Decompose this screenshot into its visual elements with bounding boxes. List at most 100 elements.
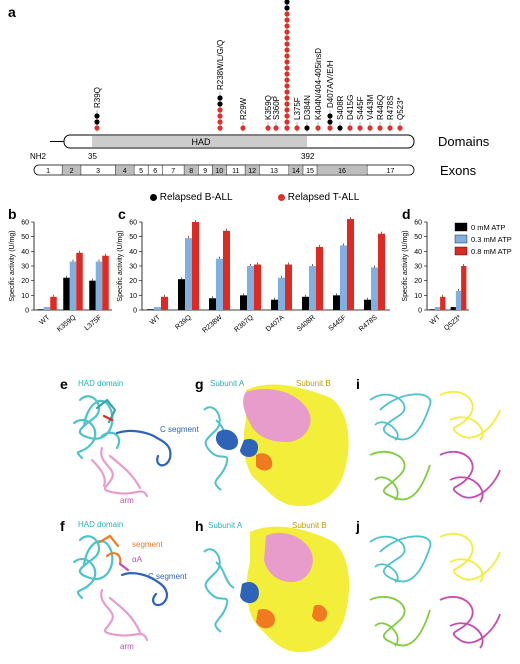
bar-K359Q-0 <box>63 277 70 310</box>
bar-L375F-1 <box>95 261 103 310</box>
bar-S408R-0 <box>302 296 309 310</box>
exon-shade <box>317 166 367 174</box>
bar-K359Q-1 <box>69 261 77 310</box>
y-tick-label: 10 <box>21 293 29 300</box>
y-tick-label: 10 <box>129 293 137 300</box>
label-subunit-b-h: Subunit B <box>292 521 327 530</box>
y-tick-label: 40 <box>414 249 422 256</box>
bar-Q523*-1 <box>455 290 462 310</box>
mutation-label: Q523* <box>396 97 405 120</box>
label-subunit-b-g: Subunit B <box>296 379 331 388</box>
bar-S445F-2 <box>347 219 354 310</box>
mutation-label: K404N/404-405insD <box>314 48 323 120</box>
exon-label-11: 11 <box>232 168 239 175</box>
bar-R367Q-1 <box>247 266 254 310</box>
activity-chart-c: 0 10 20 30 40 50 60 Specific activity (U/mg) WT R… <box>117 217 390 335</box>
exon-label-17: 17 <box>387 168 395 175</box>
legend-swatch-0 <box>454 222 468 232</box>
y-tick-label: 60 <box>21 220 29 227</box>
panel-label-c: c <box>118 206 126 222</box>
y-tick-label: 60 <box>414 220 422 227</box>
y-tick-label: 60 <box>129 220 137 227</box>
y-tick-label: 20 <box>21 278 29 285</box>
x-tick-label: R367Q <box>233 314 255 334</box>
t-all-dot <box>284 35 290 41</box>
b-all-dot <box>94 113 100 119</box>
t-all-dot <box>284 119 290 125</box>
mutation-label: K359Q <box>264 95 273 120</box>
t-all-dot <box>284 23 290 29</box>
label-segment-f: segment <box>132 540 163 549</box>
had-domain <box>92 136 307 147</box>
y-axis-label: Specific activity (U/mg) <box>402 230 409 301</box>
exon-label-14: 14 <box>292 168 300 175</box>
y-tick-label: 50 <box>21 234 29 241</box>
exon-shade <box>289 166 303 174</box>
panel-label-e: e <box>60 376 68 392</box>
exon-label-1: 1 <box>46 168 50 175</box>
t-all-dot <box>284 17 290 23</box>
t-all-dot <box>367 125 373 131</box>
bar-R238W-0 <box>209 298 216 310</box>
bar-WT-2 <box>50 296 57 310</box>
t-all-dot <box>397 125 403 131</box>
t-all-dot <box>217 125 223 131</box>
label-subunit-a-h: Subunit A <box>208 521 243 530</box>
bar-L375F-2 <box>102 255 109 310</box>
exons-label: Exons <box>440 163 477 178</box>
b-all-dot <box>327 113 333 119</box>
bar-D407A-0 <box>271 299 278 310</box>
bar-S445F-0 <box>333 295 340 310</box>
t-all-dot <box>240 125 246 131</box>
bar-Q523*-2 <box>461 266 467 310</box>
legend-label-2: 0.8 mM ATP <box>471 247 512 256</box>
label-subunit-a-g: Subunit A <box>210 379 245 388</box>
b-all-dot <box>327 119 333 125</box>
bar-WT-2 <box>161 296 168 310</box>
bar-L375F-0 <box>89 280 96 310</box>
t-all-dot <box>284 77 290 83</box>
b-all-dot <box>304 125 310 131</box>
t-all-dot <box>265 125 271 131</box>
exon-label-8: 8 <box>189 168 193 175</box>
y-tick-label: 30 <box>21 264 29 271</box>
bar-WT-0 <box>147 309 154 310</box>
bar-Q523*-0 <box>450 307 456 310</box>
legend-swatch-2 <box>454 246 468 256</box>
label-arm-f: arm <box>120 642 134 651</box>
panel-label-d: d <box>402 206 411 222</box>
x-tick-label: WT <box>38 314 51 327</box>
t-all-dot <box>284 65 290 71</box>
y-tick-label: 30 <box>414 264 422 271</box>
t-all-dot <box>284 125 290 131</box>
exon-label-2: 2 <box>70 168 74 175</box>
mutation-label: R478S <box>386 96 395 120</box>
legend-b-all: Relapsed B-ALL <box>150 192 233 203</box>
bar-R238W-1 <box>216 258 223 310</box>
bar-WT-2 <box>440 296 446 310</box>
structure-f-had-domain <box>72 534 168 642</box>
mutation-label: R29W <box>239 97 248 120</box>
b-all-dot <box>217 95 223 101</box>
legend-swatch-1 <box>454 234 468 244</box>
t-all-dot <box>284 95 290 101</box>
b-all-dot-icon <box>150 193 157 201</box>
x-tick-label: L375F <box>84 314 104 332</box>
bar-D407A-1 <box>278 277 285 310</box>
label-alpha-f: αA <box>132 555 142 564</box>
t-all-dot <box>284 53 290 59</box>
panel-label-j: j <box>356 518 360 534</box>
t-all-dot <box>284 41 290 47</box>
bar-R39Q-1 <box>185 238 192 310</box>
bar-R367Q-0 <box>240 295 247 310</box>
exon-label-5: 5 <box>139 168 143 175</box>
activity-chart-b: 0 10 20 30 40 50 60 Specific activity (U/mg) WT K… <box>9 220 112 334</box>
legend-label-1: 0.3 mM ATP <box>471 235 512 244</box>
exon-shade <box>245 166 259 174</box>
bar-R39Q-0 <box>178 279 185 310</box>
b-all-dot <box>284 5 290 11</box>
mutation-label: D415G <box>346 95 355 120</box>
bar-WT-0 <box>37 309 44 310</box>
x-tick-label: S408R <box>296 314 317 333</box>
